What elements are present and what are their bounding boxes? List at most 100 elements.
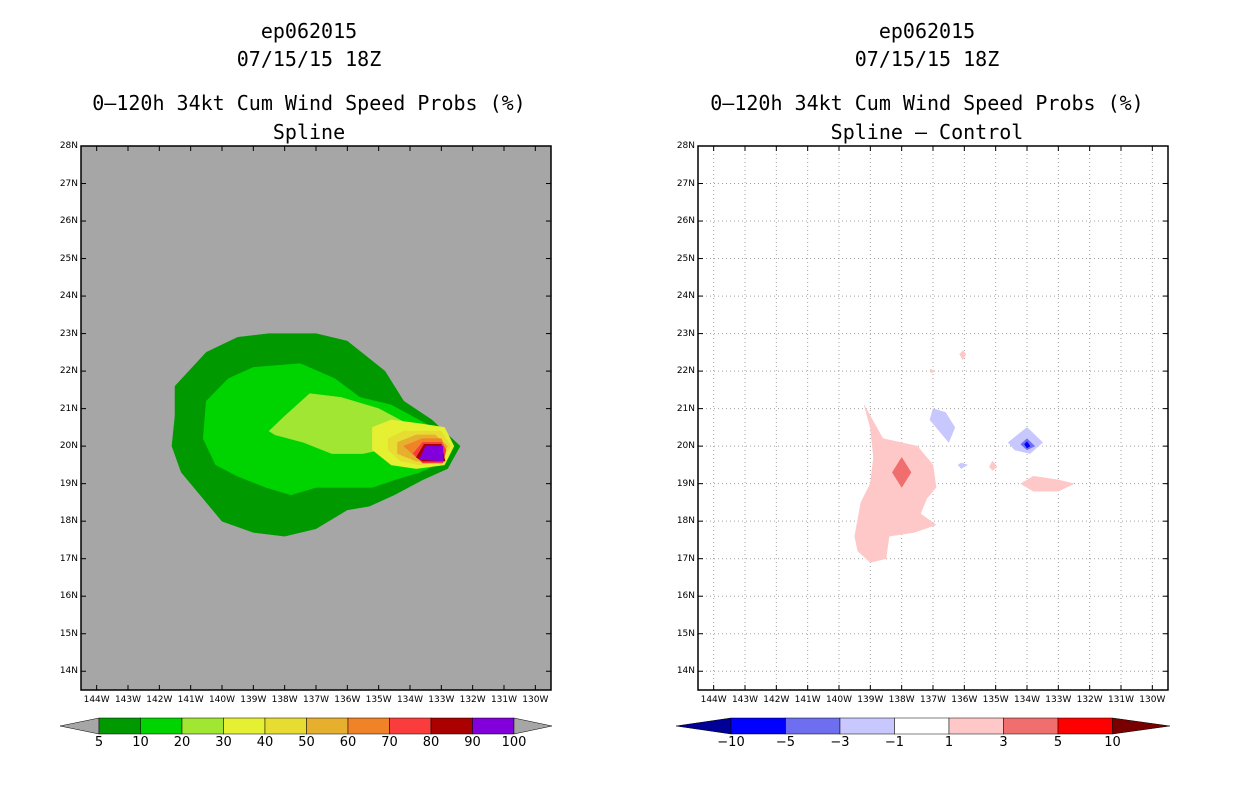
left-colorbar-over-triangle: [513, 717, 553, 735]
right-ytick-label: 28N: [676, 141, 695, 151]
right-colorbar-label: 1: [944, 735, 954, 750]
left-ytick-label: 20N: [59, 441, 78, 452]
left-colorbar-swatch: [264, 717, 307, 735]
right-colorbar-swatch: [1057, 717, 1113, 735]
right-colorbar-label: −3: [830, 735, 850, 750]
right-colorbar-label: 5: [1053, 735, 1063, 750]
right-xtick-label: 137W: [919, 695, 947, 705]
left-chart-title: 0–120h 34kt Cum Wind Speed Probs (%): [92, 91, 526, 115]
left-colorbar-label: 90: [464, 735, 481, 750]
left-colorbar-swatch: [472, 717, 515, 735]
left-xtick-label: 142W: [146, 695, 173, 705]
right-xtick-label: 142W: [763, 695, 790, 705]
left-colorbar-swatch: [306, 717, 349, 735]
left-ytick-label: 17N: [59, 553, 78, 564]
right-ytick-label: 21N: [676, 403, 695, 414]
left-colorbar-under-triangle: [59, 717, 100, 735]
left-storm-id: ep062015: [260, 19, 358, 43]
right-colorbar: [675, 717, 1171, 735]
left-colorbar-label: 20: [173, 735, 191, 750]
left-colorbar-swatch: [140, 717, 183, 735]
left-colorbar-label: 10: [132, 735, 149, 750]
right-colorbar-label: 3: [999, 735, 1008, 750]
left-ytick-label: 14N: [59, 666, 78, 677]
left-xtick-label: 133W: [428, 695, 455, 705]
right-colorbar-label: 10: [1104, 735, 1121, 750]
left-ytick-label: 21N: [59, 403, 78, 414]
left-ytick-label: 24N: [59, 291, 78, 302]
right-contour-level--1: [929, 408, 956, 443]
left-xtick-label: 141W: [177, 695, 204, 705]
right-xtick-label: 135W: [982, 695, 1009, 705]
right-colorbar-label: −1: [884, 735, 905, 750]
right-contour-level--1: [957, 462, 969, 469]
right-chart-subtitle: Spline – Control: [830, 120, 1024, 144]
left-xtick-label: 140W: [208, 695, 236, 705]
left-xtick-label: 132W: [459, 695, 486, 705]
right-colorbar-swatch: [785, 717, 841, 735]
left-ytick-label: 26N: [59, 216, 78, 227]
left-ytick-label: 23N: [59, 328, 78, 339]
right-datetime: 07/15/15 18Z: [854, 47, 1000, 71]
right-xtick-label: 144W: [700, 695, 727, 705]
right-xtick-label: 139W: [857, 695, 884, 705]
left-ytick-label: 25N: [59, 253, 78, 264]
left-colorbar-label: 50: [298, 735, 315, 750]
left-xtick-label: 130W: [522, 695, 549, 705]
left-colorbar-swatch: [430, 717, 473, 735]
right-xtick-label: 133W: [1045, 695, 1072, 705]
right-colorbar-label: −10: [717, 735, 745, 750]
right-contour-level-1: [854, 404, 937, 563]
left-colorbar-label: 60: [339, 735, 357, 750]
right-contour-level--5: [1024, 441, 1031, 449]
right-xtick-label: 132W: [1076, 695, 1103, 705]
left-colorbar-swatch: [223, 717, 266, 735]
right-colorbar-swatch: [948, 717, 1004, 735]
right-xtick-label: 138W: [888, 695, 915, 705]
right-xtick-label: 131W: [1107, 695, 1135, 705]
right-ytick-label: 22N: [676, 366, 695, 377]
left-colorbar-swatch: [181, 717, 224, 735]
right-xtick-label: 141W: [794, 695, 821, 705]
left-xtick-label: 134W: [396, 695, 424, 705]
right-xtick-label: 130W: [1139, 695, 1166, 705]
left-chart-subtitle: Spline: [272, 120, 346, 144]
right-contour-level-1: [1020, 475, 1075, 492]
left-xtick-label: 144W: [83, 695, 110, 705]
left-xtick-label: 137W: [302, 695, 330, 705]
right-ytick-label: 26N: [676, 216, 695, 227]
right-ytick-label: 17N: [676, 553, 695, 564]
left-colorbar-label: 100: [501, 735, 527, 750]
right-ytick-label: 23N: [676, 328, 695, 339]
left-contour-level-90: [419, 445, 444, 462]
left-colorbar-swatch: [98, 717, 141, 735]
left-xtick-label: 131W: [490, 695, 518, 705]
right-contour-level-1: [929, 368, 936, 374]
left-colorbar-label: 30: [215, 735, 232, 750]
left-xtick-label: 135W: [365, 695, 392, 705]
left-ytick-label: 27N: [59, 178, 78, 189]
right-chart-title: 0–120h 34kt Cum Wind Speed Probs (%): [710, 91, 1144, 115]
left-ytick-label: 16N: [59, 591, 78, 602]
right-ytick-label: 16N: [676, 591, 695, 602]
right-ytick-label: 24N: [676, 291, 695, 302]
right-colorbar-under-triangle: [675, 717, 732, 735]
left-xtick-label: 138W: [271, 695, 298, 705]
right-colorbar-swatch: [839, 717, 895, 735]
right-xtick-label: 140W: [825, 695, 853, 705]
right-colorbar-over-triangle: [1112, 717, 1171, 735]
right-contour-level-1: [959, 350, 967, 361]
right-xtick-label: 143W: [731, 695, 759, 705]
right-colorbar-label: −5: [775, 735, 796, 750]
right-colorbar-swatch: [730, 717, 786, 735]
right-plot: [697, 145, 1169, 691]
right-ytick-label: 19N: [676, 478, 695, 489]
right-storm-id: ep062015: [878, 19, 976, 43]
left-colorbar-label: 40: [256, 735, 274, 750]
right-ytick-label: 20N: [676, 441, 695, 452]
right-ytick-label: 18N: [676, 516, 695, 527]
right-ytick-label: 27N: [676, 178, 695, 189]
left-colorbar: [59, 717, 553, 735]
right-contour-level-1: [989, 460, 998, 471]
